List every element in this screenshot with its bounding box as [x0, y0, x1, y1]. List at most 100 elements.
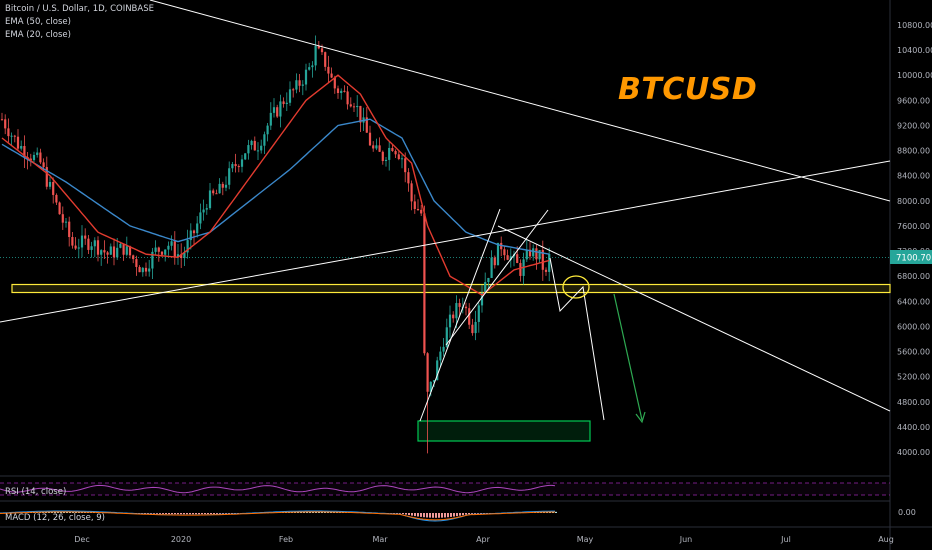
candle-body [71, 236, 74, 246]
candle-body [196, 223, 199, 234]
candle-body [304, 69, 308, 85]
candle-body [96, 240, 100, 255]
candle-body [55, 194, 58, 203]
macd-bar [225, 513, 227, 514]
macd-bar [396, 513, 398, 514]
target-zone[interactable] [417, 420, 591, 442]
support-zone[interactable] [11, 283, 891, 294]
candle-body [20, 146, 23, 149]
breakout-circle[interactable] [562, 275, 590, 299]
candle-body [455, 303, 458, 319]
candle-body [173, 241, 176, 258]
macd-signal-line[interactable] [0, 511, 555, 521]
symbol-legend[interactable]: Bitcoin / U.S. Dollar, 1D, COINBASE [5, 4, 154, 14]
macd-bar [162, 513, 164, 514]
macd-bar [483, 513, 485, 514]
time-axis[interactable]: Dec 2020 Feb Mar Apr May Jun Jul Aug [74, 535, 894, 544]
macd-bar [189, 513, 191, 515]
macd-bar [393, 513, 395, 514]
ema50-legend[interactable]: EMA (50, close) [5, 17, 71, 27]
macd-bar [408, 513, 410, 516]
candle-body [237, 166, 240, 168]
candle-body [388, 147, 391, 160]
candle-body [429, 381, 432, 392]
candle-body [372, 145, 375, 149]
macd-bar [219, 513, 221, 514]
candle-body [218, 183, 221, 194]
rsi-line[interactable] [0, 484, 556, 494]
candle-body [292, 89, 295, 91]
macd-bar [435, 513, 437, 518]
candle-body [186, 240, 189, 253]
rising-wedge-upper-line[interactable] [445, 209, 549, 346]
ema20-line[interactable] [1, 74, 550, 296]
candle-body [298, 80, 301, 86]
candle-body [208, 190, 212, 209]
candle-body [285, 102, 288, 105]
candle-body [426, 353, 429, 392]
macd-bar [450, 513, 452, 517]
candle-body [314, 45, 317, 66]
long-uptrend-line[interactable] [0, 160, 891, 323]
macd-bar [183, 513, 185, 515]
candle-body [4, 119, 7, 129]
candle-body [282, 101, 285, 105]
candle-body [516, 254, 519, 264]
macd-bar [66, 511, 68, 513]
candle-body [240, 159, 244, 167]
price-axis[interactable]: 10800.00 10400.00 10000.00 9600.00 9200.00 88… [897, 21, 932, 457]
candle-body [23, 146, 26, 158]
target-arrow-head [635, 411, 646, 424]
macd-bar [228, 513, 230, 514]
macd-bar [171, 513, 173, 515]
long-downtrend-line[interactable] [149, 0, 891, 202]
price-tick-label: 8000.00 [897, 197, 930, 206]
projected-path[interactable] [549, 257, 605, 421]
macd-label[interactable]: MACD (12, 26, close, 9) [5, 513, 105, 523]
candle-body [192, 230, 196, 234]
price-tick-label: 8800.00 [897, 147, 930, 156]
candle-body [52, 181, 55, 195]
candle-body [346, 91, 349, 105]
candle-body [183, 252, 186, 259]
price-tick-label: 10400.00 [897, 46, 932, 55]
macd-bar [438, 513, 440, 518]
macd-bar [477, 513, 479, 514]
candle-body [397, 154, 400, 160]
candle-body [103, 250, 106, 253]
macd-axis-tick: 0.00 [898, 508, 916, 517]
candle-body [39, 152, 42, 163]
candle-body [80, 235, 84, 248]
price-tick-label: 6800.00 [897, 272, 930, 281]
descending-resistance-line[interactable] [497, 225, 891, 412]
candle-body [548, 254, 551, 272]
macd-bar [414, 513, 416, 517]
candle-body [279, 101, 282, 117]
candle-body [442, 346, 445, 352]
macd-bar [480, 513, 482, 514]
time-tick-label: Dec [74, 535, 89, 544]
target-arrow[interactable] [613, 293, 643, 421]
macd-bar [186, 513, 188, 515]
candle-body [484, 282, 487, 293]
candle-body [61, 214, 64, 223]
candle-body [68, 221, 71, 237]
macd-bar [306, 511, 308, 513]
price-tick-label: 6000.00 [897, 322, 930, 331]
rsi-band-fill [0, 483, 890, 495]
macd-bar [465, 513, 467, 515]
time-tick-label: 2020 [171, 535, 191, 544]
candle-body [221, 183, 224, 188]
ema20-legend[interactable]: EMA (20, close) [5, 30, 71, 40]
candle-body [448, 314, 452, 328]
ema50-line[interactable] [1, 118, 550, 255]
macd-bar [195, 513, 197, 515]
candle-body [368, 132, 372, 146]
rsi-label[interactable]: RSI (14, close) [5, 487, 67, 497]
rising-wedge-lower-line[interactable] [419, 208, 501, 422]
candle-body [74, 245, 77, 249]
macd-bar [423, 513, 425, 518]
candle-body [535, 248, 538, 260]
candle-body [48, 181, 52, 187]
